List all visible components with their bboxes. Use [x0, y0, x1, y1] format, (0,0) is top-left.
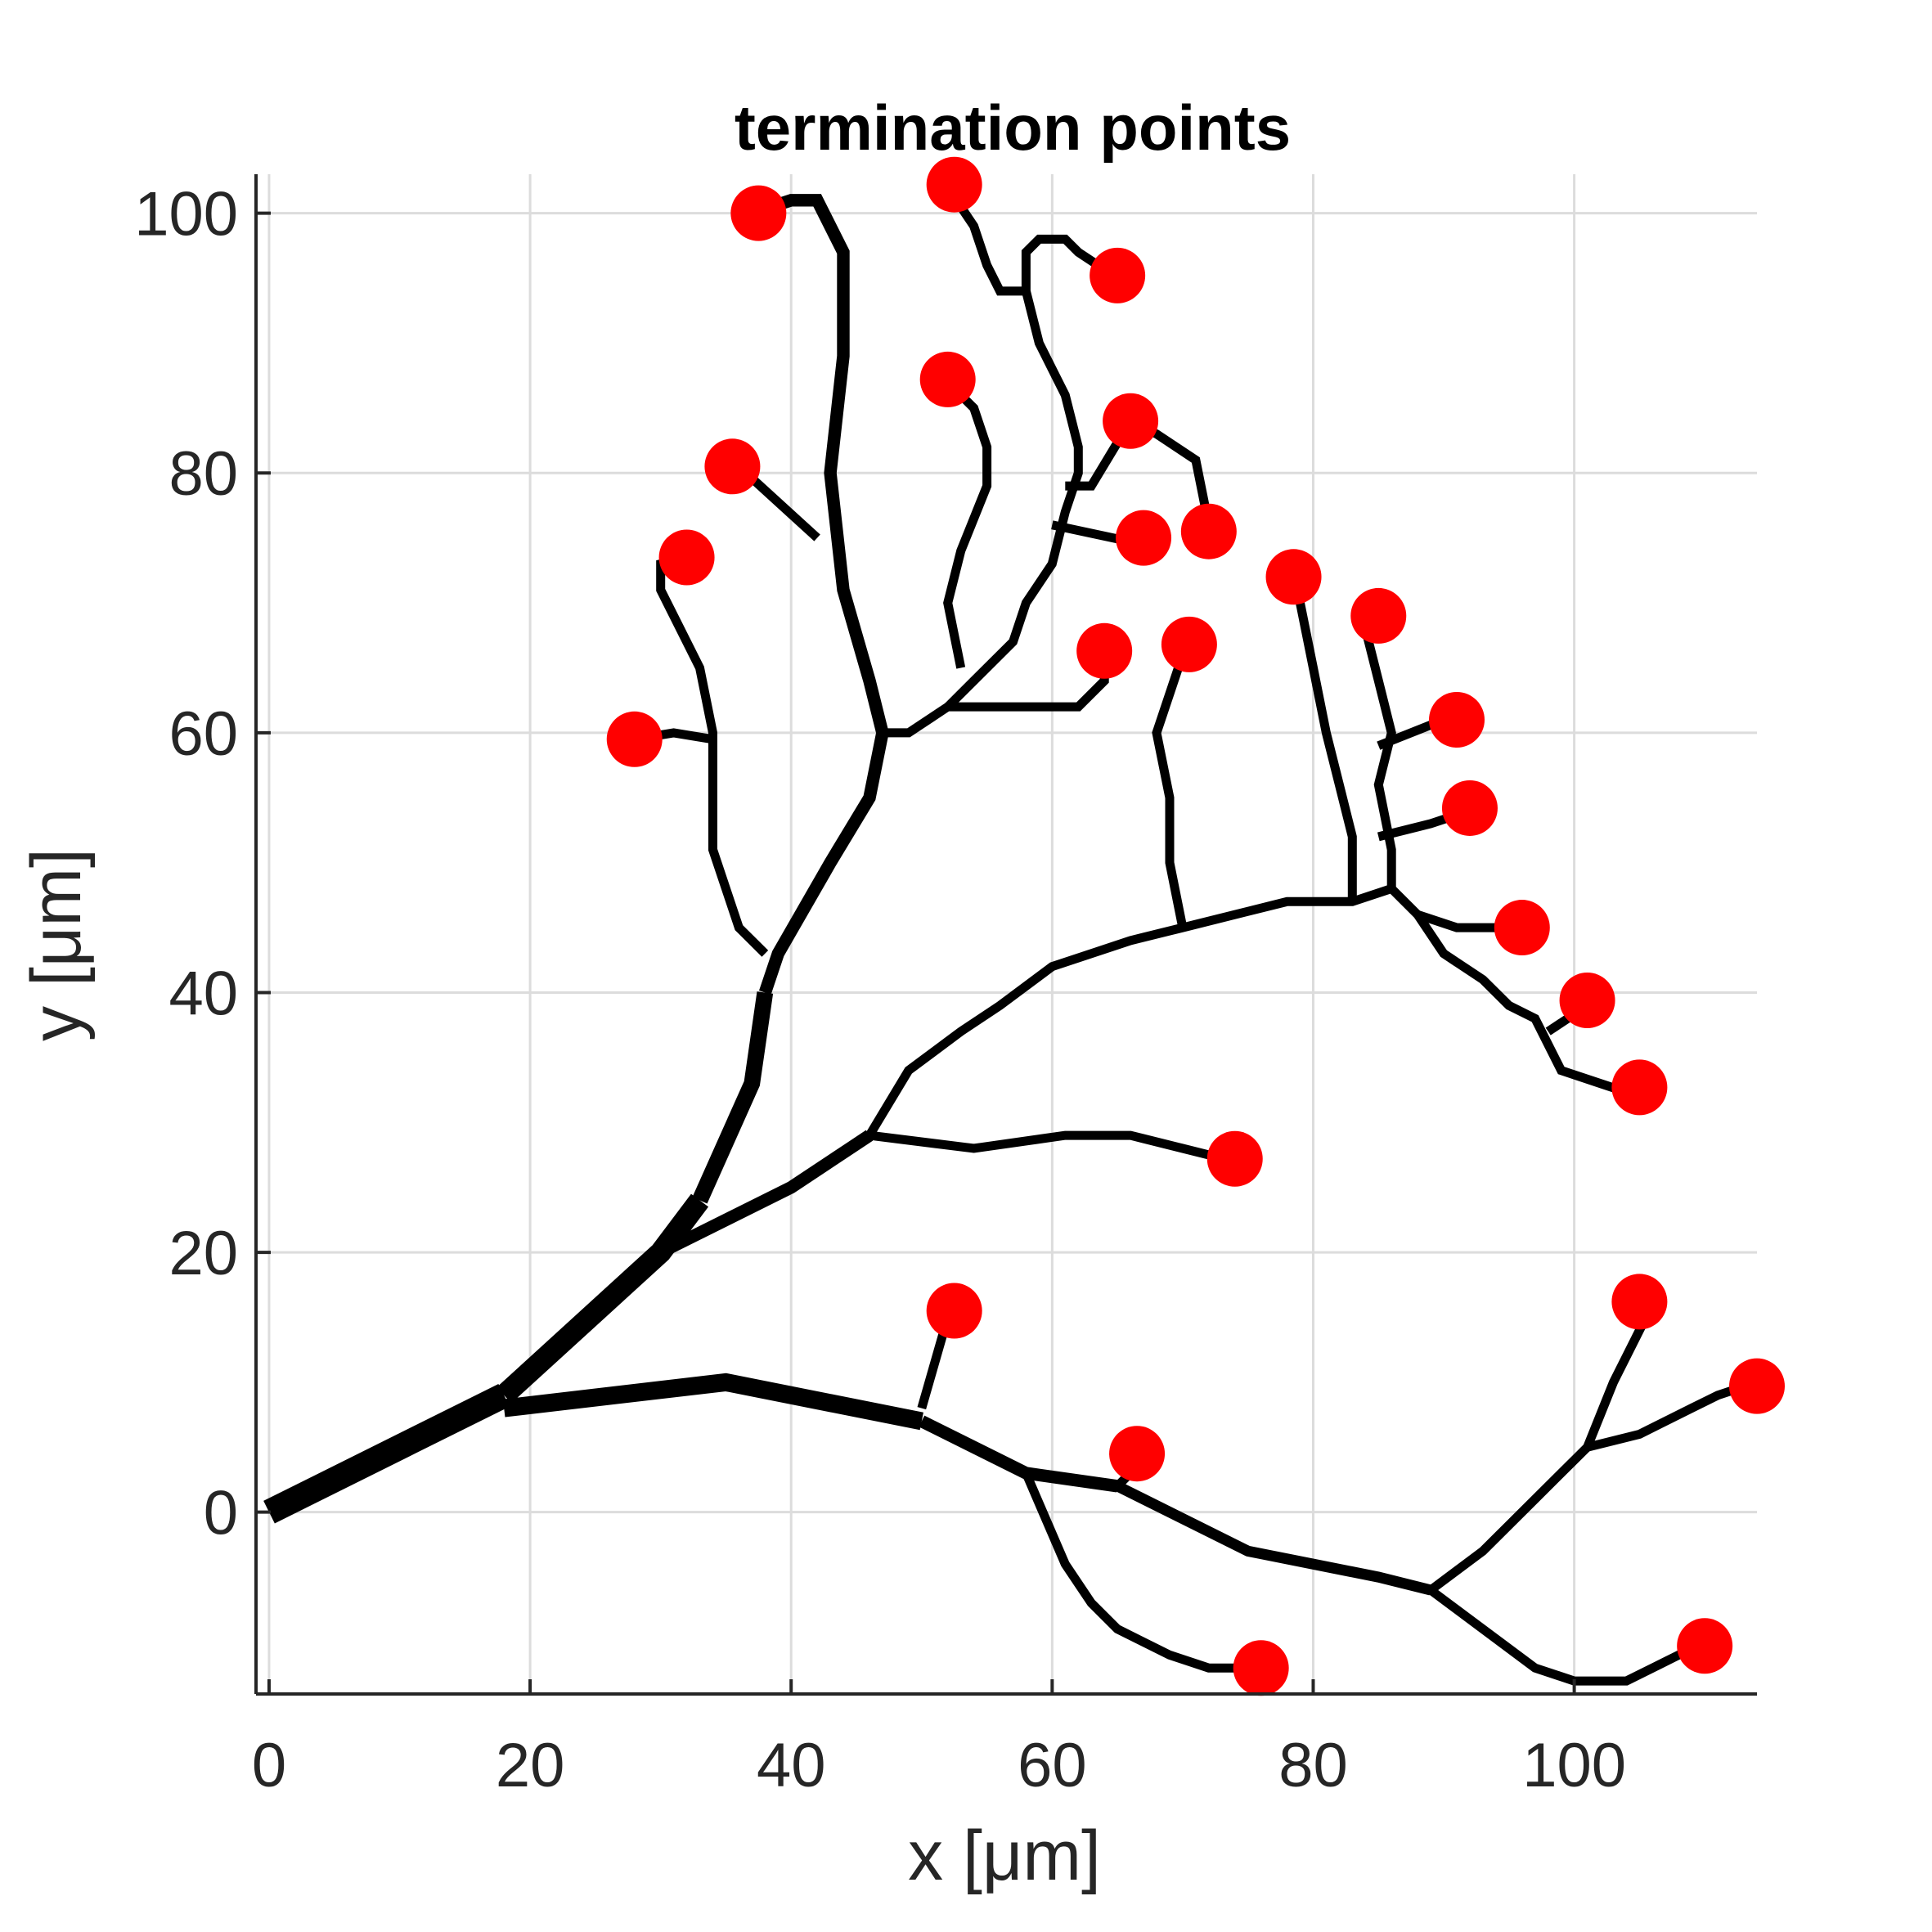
termination-point	[1611, 1274, 1668, 1330]
termination-point	[926, 1283, 982, 1339]
termination-points-series	[606, 156, 1785, 1696]
dendrite-segment	[865, 883, 1642, 1138]
dendrite-segment	[692, 991, 774, 1204]
termination-point	[1233, 1640, 1289, 1696]
termination-point	[1441, 780, 1498, 836]
tick-labels: 0 20 40 60 80 100 0 20 40 60 80 100	[134, 180, 1626, 1800]
dendrite-segment	[882, 654, 1109, 738]
termination-point	[606, 711, 663, 767]
x-tick-label: 40	[757, 1731, 826, 1800]
grid-lines	[256, 174, 1757, 1694]
axes	[254, 174, 1757, 1696]
termination-point	[1611, 1059, 1668, 1116]
dendrite-segment	[944, 184, 1027, 296]
termination-point	[1494, 900, 1550, 956]
dendrite-segment	[658, 1130, 874, 1258]
y-tick-label: 100	[134, 180, 238, 249]
termination-point	[1350, 587, 1407, 644]
dendrite-segment	[869, 1130, 1237, 1166]
dendrite-segment	[943, 379, 992, 669]
y-tick-label: 40	[168, 959, 238, 1028]
termination-point	[1429, 691, 1485, 748]
termination-point	[926, 156, 982, 213]
dendrite-segment	[1115, 1480, 1432, 1596]
dendrite-segment	[656, 553, 769, 957]
termination-point	[658, 529, 715, 586]
termination-point	[1559, 972, 1615, 1028]
dendrite-segment	[944, 234, 1121, 710]
termination-point	[1109, 1426, 1166, 1482]
dendrite-segment	[749, 194, 889, 995]
termination-point	[730, 185, 787, 241]
termination-point	[1729, 1358, 1785, 1414]
termination-point	[919, 351, 976, 407]
termination-point	[1161, 616, 1217, 672]
termination-point	[1076, 622, 1133, 679]
y-tick-label: 20	[168, 1219, 238, 1288]
termination-point	[1265, 549, 1322, 605]
x-tick-label: 0	[252, 1731, 286, 1800]
termination-point	[1090, 247, 1146, 303]
chart-title: termination points	[735, 92, 1291, 164]
y-tick-label: 80	[168, 439, 238, 509]
x-tick-label: 20	[496, 1731, 565, 1800]
termination-point	[1206, 1130, 1263, 1187]
termination-point	[1180, 503, 1237, 559]
dendrite-segment	[1152, 653, 1188, 929]
dendrite-segment	[263, 1384, 510, 1524]
termination-point	[1116, 510, 1172, 566]
dendrite-segment	[1022, 1471, 1261, 1673]
dendrite-segment	[502, 1373, 923, 1431]
termination-point	[1103, 393, 1159, 449]
y-tick-label: 60	[168, 699, 238, 769]
y-axis-label: y [μm]	[17, 848, 96, 1041]
y-tick-label: 0	[204, 1479, 238, 1548]
x-tick-label: 60	[1018, 1731, 1087, 1800]
x-tick-label: 100	[1522, 1731, 1626, 1800]
termination-point	[704, 438, 761, 495]
x-axis-label: x [μm]	[908, 1817, 1101, 1895]
termination-point	[1677, 1618, 1733, 1674]
x-tick-label: 80	[1278, 1731, 1348, 1800]
